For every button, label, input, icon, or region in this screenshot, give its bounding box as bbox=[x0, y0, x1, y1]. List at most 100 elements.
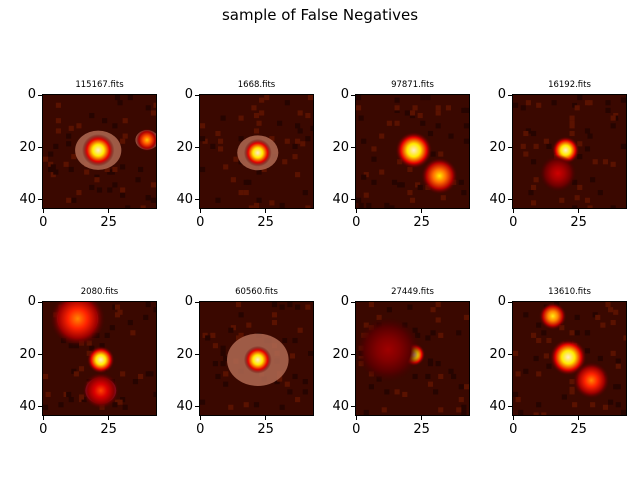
noise-pixel bbox=[48, 161, 54, 167]
noise-pixel bbox=[569, 130, 575, 137]
noise-pixel bbox=[412, 327, 418, 333]
noise-pixel bbox=[569, 330, 575, 336]
noise-pixel bbox=[543, 353, 549, 359]
y-tick-label: 20 bbox=[19, 139, 36, 155]
noise-pixel bbox=[71, 197, 77, 203]
fits-image bbox=[42, 301, 157, 416]
y-tick-label: 0 bbox=[27, 87, 36, 103]
noise-pixel bbox=[305, 112, 311, 119]
noise-pixel bbox=[412, 105, 418, 111]
noise-pixel bbox=[610, 350, 616, 356]
noise-pixel bbox=[610, 123, 616, 129]
fits-image-svg bbox=[356, 302, 469, 415]
noise-pixel bbox=[76, 190, 82, 196]
noise-pixel bbox=[256, 197, 262, 203]
y-tick-label: 20 bbox=[176, 346, 193, 362]
noise-pixel bbox=[610, 205, 616, 208]
noise-pixel bbox=[233, 156, 239, 162]
noise-pixel bbox=[71, 154, 77, 160]
noise-pixel bbox=[256, 120, 262, 126]
noise-pixel bbox=[356, 95, 362, 101]
y-tick-mark bbox=[351, 147, 355, 149]
noise-pixel bbox=[584, 348, 591, 354]
y-tick-mark bbox=[508, 94, 512, 96]
noise-pixel bbox=[305, 136, 311, 142]
noise-pixel bbox=[533, 355, 539, 362]
noise-pixel bbox=[541, 330, 547, 336]
noise-pixel bbox=[445, 105, 452, 111]
noise-pixel bbox=[138, 373, 144, 380]
y-tick-mark bbox=[508, 147, 512, 149]
x-tick-label: 0 bbox=[39, 215, 48, 230]
noise-pixel bbox=[608, 399, 614, 405]
panel-title: 16192.fits bbox=[548, 80, 591, 90]
noise-pixel bbox=[277, 120, 283, 126]
noise-pixel bbox=[602, 159, 609, 165]
noise-pixel bbox=[120, 192, 126, 198]
noise-pixel bbox=[435, 317, 441, 323]
noise-pixel bbox=[420, 120, 426, 126]
noise-pixel bbox=[438, 373, 444, 380]
noise-pixel bbox=[363, 409, 369, 415]
noise-pixel bbox=[523, 130, 529, 137]
noise-pixel bbox=[399, 182, 405, 188]
noise-pixel bbox=[120, 164, 126, 170]
noise-pixel bbox=[533, 412, 539, 415]
noise-pixel bbox=[215, 373, 221, 380]
x-tick-label: 25 bbox=[100, 422, 117, 437]
noise-pixel bbox=[530, 130, 537, 137]
noise-pixel bbox=[574, 195, 580, 201]
noise-pixel bbox=[302, 379, 308, 385]
noise-pixel bbox=[122, 118, 128, 124]
noise-pixel bbox=[246, 322, 252, 328]
noise-pixel bbox=[577, 154, 583, 160]
noise-pixel bbox=[409, 197, 416, 203]
noise-pixel bbox=[127, 319, 133, 326]
noise-pixel bbox=[215, 197, 221, 203]
noise-pixel bbox=[458, 384, 464, 390]
noise-pixel bbox=[448, 368, 454, 374]
noise-pixel bbox=[577, 141, 583, 147]
noise-pixel bbox=[63, 391, 69, 398]
noise-pixel bbox=[107, 187, 113, 193]
noise-pixel bbox=[530, 184, 537, 191]
y-tick-label: 0 bbox=[497, 294, 506, 310]
x-tick-label: 0 bbox=[352, 215, 361, 230]
noise-pixel bbox=[310, 125, 313, 131]
x-tick-mark bbox=[355, 416, 357, 420]
noise-pixel bbox=[55, 118, 61, 124]
noise-pixel bbox=[238, 190, 244, 196]
x-tick-label: 25 bbox=[570, 422, 587, 437]
noise-pixel bbox=[248, 205, 254, 208]
noise-pixel bbox=[302, 389, 308, 395]
noise-pixel bbox=[404, 110, 410, 116]
noise-pixel bbox=[307, 95, 313, 101]
y-tick-mark bbox=[195, 94, 199, 96]
noise-pixel bbox=[143, 314, 149, 320]
noise-pixel bbox=[587, 100, 593, 106]
x-tick-label: 0 bbox=[196, 215, 205, 230]
noise-pixel bbox=[613, 115, 619, 121]
noise-pixel bbox=[435, 110, 441, 116]
y-tick-mark bbox=[195, 406, 199, 408]
noise-pixel bbox=[391, 179, 398, 185]
noise-pixel bbox=[261, 166, 267, 173]
noise-pixel bbox=[220, 361, 226, 367]
noise-pixel bbox=[427, 361, 434, 367]
noise-pixel bbox=[117, 100, 123, 106]
noise-pixel bbox=[55, 128, 61, 134]
noise-pixel bbox=[536, 402, 542, 408]
source-blob bbox=[243, 138, 272, 167]
noise-pixel bbox=[84, 169, 90, 175]
y-tick-label: 40 bbox=[489, 398, 506, 414]
noise-pixel bbox=[572, 205, 578, 208]
noise-pixel bbox=[584, 197, 591, 203]
noise-pixel bbox=[243, 402, 249, 408]
noise-pixel bbox=[592, 159, 598, 165]
noise-pixel bbox=[613, 384, 619, 390]
source-blob bbox=[243, 345, 272, 374]
noise-pixel bbox=[615, 402, 621, 408]
panel-title: 13610.fits bbox=[548, 287, 591, 297]
noise-pixel bbox=[613, 309, 619, 315]
noise-pixel bbox=[515, 397, 521, 403]
